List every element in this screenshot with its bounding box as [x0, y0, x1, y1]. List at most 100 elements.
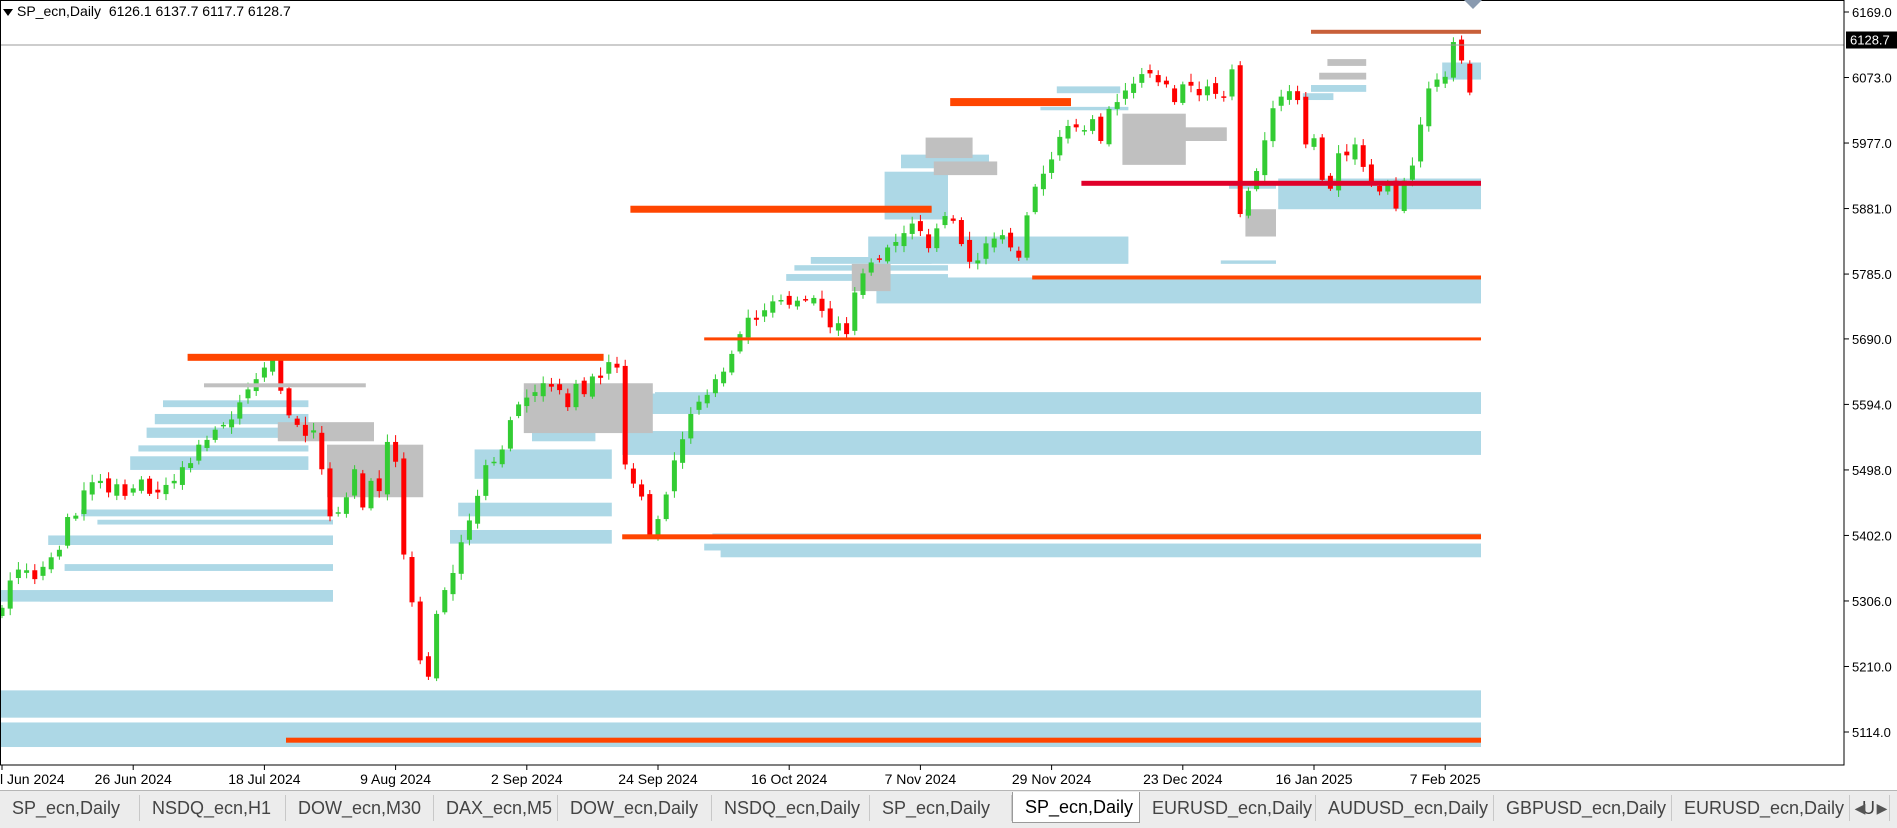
bull-candle — [1106, 108, 1112, 145]
bull-candle — [270, 359, 276, 372]
level-line — [950, 98, 1071, 107]
bull-candle — [475, 495, 481, 524]
bull-candle — [163, 484, 169, 495]
bull-candle — [696, 401, 702, 410]
bear-candle — [147, 478, 153, 494]
axes-layer: 6169.0 6073.0 5977.0 5881.0 5785.0 5690.0 5594… — [0, 0, 1897, 787]
bear-candle — [1459, 39, 1465, 61]
bull-candle — [680, 439, 686, 463]
bull-candle — [179, 467, 185, 485]
chart-tab[interactable]: SP_ecn,Daily — [1012, 792, 1140, 823]
bear-candle — [1360, 145, 1366, 167]
chart-shift-marker[interactable] — [1464, 0, 1482, 9]
bull-candle — [1426, 88, 1432, 127]
bull-candle — [466, 520, 472, 540]
bull-candle — [1122, 90, 1128, 99]
bear-candle — [122, 484, 128, 496]
x-tick-label: 29 Nov 2024 — [1012, 771, 1092, 787]
plot-border — [0, 0, 1845, 766]
bull-candle — [0, 607, 5, 616]
bull-candle — [721, 371, 727, 384]
bear-candle — [1188, 81, 1194, 86]
bull-candle — [229, 419, 235, 428]
bull-candle — [1204, 86, 1210, 96]
chart-tab[interactable]: NSDQ_ecn,Daily — [712, 795, 870, 821]
price-chart[interactable]: 6169.0 6073.0 5977.0 5881.0 5785.0 5690.0 5594… — [0, 0, 1897, 790]
bull-candle — [97, 480, 103, 484]
bull-candle — [688, 413, 694, 439]
chart-tab[interactable]: EURUSD_ecn,Daily — [1140, 795, 1316, 821]
bear-candle — [557, 384, 563, 391]
y-tick-label: 5306.0 — [1852, 594, 1892, 609]
bull-candle — [975, 260, 981, 264]
x-tick-label: 18 Jul 2024 — [228, 771, 301, 787]
x-tick-label: 16 Jan 2025 — [1275, 771, 1352, 787]
bear-candle — [1467, 63, 1473, 93]
bull-candle — [204, 439, 210, 448]
x-tick-label: 7 Feb 2025 — [1410, 771, 1481, 787]
demand-zone — [720, 543, 1481, 558]
bull-candle — [40, 566, 46, 576]
bear-candle — [1172, 88, 1178, 103]
bull-candle — [343, 497, 349, 514]
bear-candle — [393, 441, 399, 462]
bull-candle — [1450, 42, 1456, 78]
bull-candle — [671, 460, 677, 492]
chart-tab[interactable]: DOW_ecn,Daily — [558, 795, 712, 821]
bull-candle — [983, 243, 989, 259]
chart-tab[interactable]: SP_ecn,Daily — [870, 795, 1012, 821]
chart-tab[interactable]: NSDQ_ecn,H1 — [140, 795, 286, 821]
bull-candle — [188, 463, 194, 469]
bear-candle — [950, 218, 956, 221]
tab-scroll-left-icon[interactable]: ◀ — [1854, 800, 1866, 816]
level-line — [1081, 180, 1481, 186]
bull-candle — [1032, 186, 1038, 213]
bull-candle — [48, 557, 54, 570]
bull-candle — [934, 228, 940, 249]
tab-scroll-right-icon[interactable]: ▶ — [1876, 800, 1888, 816]
bear-candle — [1163, 80, 1169, 85]
chart-title: SP_ecn,Daily 6126.1 6137.7 6117.7 6128.7 — [3, 3, 291, 19]
bear-candle — [1155, 75, 1161, 83]
chart-tab[interactable]: SP_ecn,Daily — [0, 795, 140, 821]
chart-ohlc: 6126.1 6137.7 6117.7 6128.7 — [108, 3, 291, 19]
chart-tab[interactable]: U — [1850, 795, 1890, 821]
y-tick-label: 6073.0 — [1852, 71, 1892, 86]
levels-layer — [187, 29, 1481, 743]
bull-candle — [745, 317, 751, 338]
bull-candle — [942, 216, 948, 226]
bull-candle — [1040, 173, 1046, 190]
bear-candle — [294, 418, 300, 425]
bull-candle — [704, 394, 710, 404]
bull-candle — [778, 300, 784, 302]
bull-candle — [893, 241, 899, 246]
bull-candle — [212, 429, 218, 440]
y-tick-label: 5881.0 — [1852, 202, 1892, 217]
bull-candle — [335, 512, 341, 514]
bear-candle — [614, 363, 620, 368]
chart-tab[interactable]: DOW_ecn,M30 — [286, 795, 434, 821]
demand-zone — [163, 400, 309, 408]
bear-candle — [1073, 124, 1079, 128]
bull-candle — [606, 362, 612, 374]
bear-candle — [327, 468, 333, 517]
bull-candle — [1229, 69, 1235, 97]
bull-candle — [1081, 130, 1087, 132]
bull-candle — [1065, 125, 1071, 139]
chart-tab[interactable]: EURUSD_ecn,Daily — [1672, 795, 1850, 821]
bull-candle — [811, 297, 817, 304]
bear-candle — [106, 478, 112, 493]
chart-tab[interactable]: GBPUSD_ecn,Daily — [1494, 795, 1672, 821]
demand-zone — [138, 445, 309, 452]
bear-candle — [844, 323, 850, 335]
bear-candle — [1319, 137, 1325, 180]
gray-zone — [327, 444, 424, 498]
bull-candle — [835, 323, 841, 331]
chart-tab[interactable]: AUDUSD_ecn,Daily — [1316, 795, 1494, 821]
x-tick-label: 9 Aug 2024 — [360, 771, 431, 787]
collapse-triangle-icon[interactable] — [3, 8, 13, 16]
demand-zone — [1056, 86, 1121, 94]
chart-tab[interactable]: DAX_ecn,M5 — [434, 795, 558, 821]
demand-zone — [0, 722, 1481, 748]
demand-zone — [622, 431, 1481, 455]
